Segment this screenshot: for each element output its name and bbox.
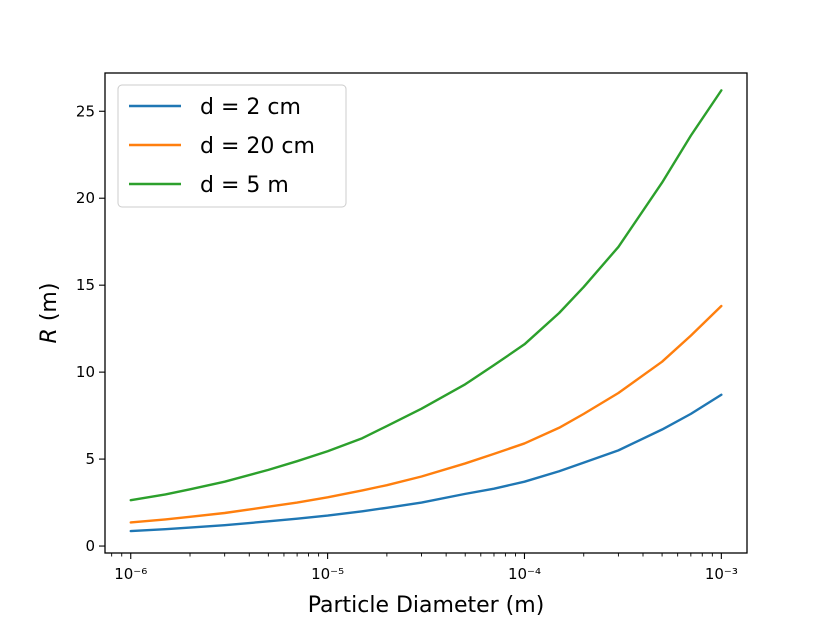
x-tick-label: 10⁻³: [705, 565, 738, 583]
y-tick-label: 20: [76, 189, 95, 207]
x-axis-label: Particle Diameter (m): [308, 593, 545, 618]
y-tick-label: 15: [76, 276, 95, 294]
y-axis-label-unit: (m): [37, 283, 62, 329]
y-axis-label-variable: R: [37, 328, 62, 343]
legend: d = 2 cm d = 20 cm d = 5 m: [117, 84, 347, 208]
legend-box: [117, 84, 347, 208]
plot-area-frame: [104, 72, 748, 554]
series-lines: [129, 89, 723, 533]
y-tick-label: 10: [76, 363, 95, 381]
legend-label-d-2-cm: d = 2 cm: [200, 95, 301, 120]
legend-label-d-20-cm: d = 20 cm: [200, 134, 315, 159]
x-tick-label: 10⁻⁴: [508, 565, 541, 583]
y-axis-ticks: 0 5 10 15 20 25: [76, 102, 105, 555]
y-tick-label: 0: [85, 537, 95, 555]
y-tick-label: 5: [85, 450, 95, 468]
x-tick-label: 10⁻⁵: [311, 565, 344, 583]
series-line-d-20-cm: [129, 304, 723, 524]
series-line-d-5-m: [129, 89, 723, 502]
y-tick-label: 25: [76, 102, 95, 120]
x-tick-label: 10⁻⁶: [114, 565, 147, 583]
legend-label-d-5-m: d = 5 m: [200, 173, 289, 198]
y-axis-label: R (m): [37, 283, 62, 344]
series-line-d-2-cm: [129, 393, 723, 533]
x-axis-ticks: 10⁻⁶ 10⁻⁵ 10⁻⁴ 10⁻³: [111, 553, 738, 583]
